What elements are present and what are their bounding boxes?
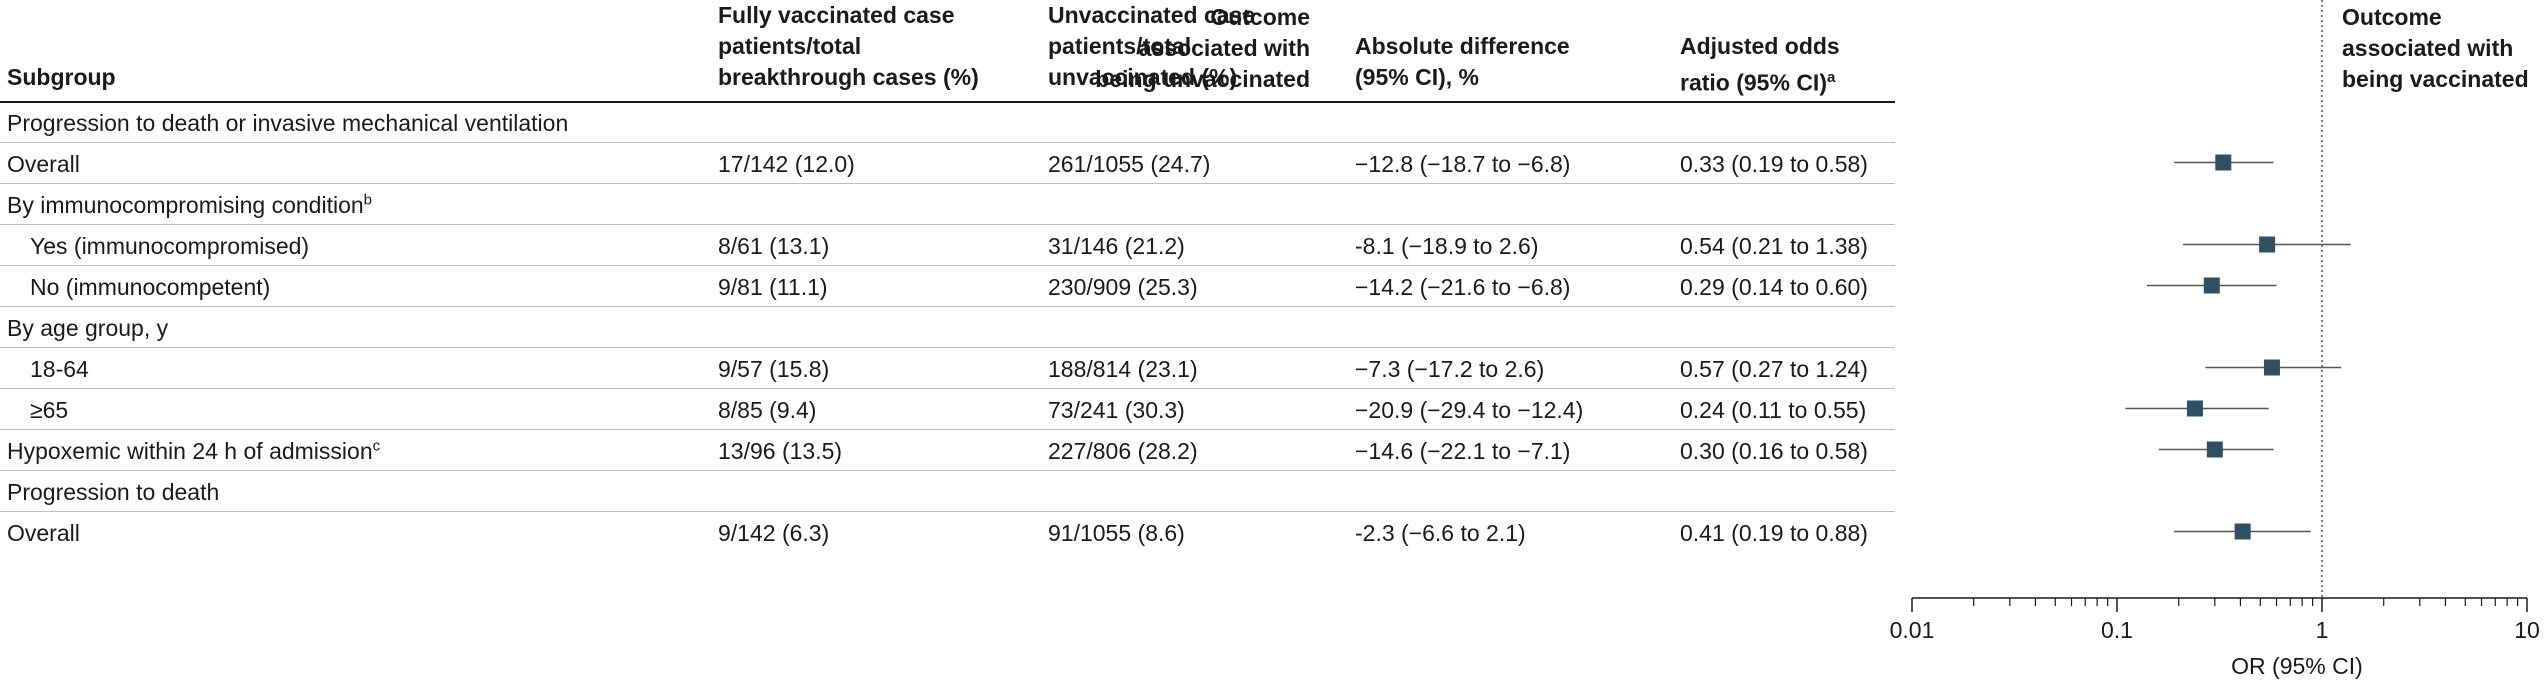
cell-unvaccinated: 31/146 (21.2) xyxy=(1048,233,1185,259)
cell-unvaccinated: 188/814 (23.1) xyxy=(1048,356,1198,382)
cell-absolute-difference: −12.8 (−18.7 to −6.8) xyxy=(1355,151,1571,177)
table-row: Overall 9/142 (6.3) 91/1055 (8.6) -2.3 (−6.… xyxy=(0,512,1895,553)
cell-odds-ratio: 0.33 (0.19 to 0.58) xyxy=(1680,151,1868,177)
row-divider xyxy=(0,347,1895,348)
x-tick-label: 1 xyxy=(2316,617,2329,643)
table-row: ≥65 8/85 (9.4) 73/241 (30.3) −20.9 (−29.4 t… xyxy=(0,389,1895,430)
row-label-text: ≥65 xyxy=(30,397,69,423)
row-divider xyxy=(0,429,1895,430)
favor-unvaccinated-label: Outcome associated with being unvaccinat… xyxy=(1095,4,1310,92)
or-marker xyxy=(2186,400,2203,417)
row-label-text: By age group, y xyxy=(7,315,169,341)
header-vaccinated: Fully vaccinated case patients/total bre… xyxy=(718,2,979,90)
row-divider xyxy=(0,224,1895,225)
row-label-text: Progression to death xyxy=(7,479,220,505)
table-row: Progression to death xyxy=(0,471,1895,512)
header-odds-ratio-text: Adjusted odds ratio (95% CI) xyxy=(1680,33,1840,96)
cell-vaccinated: 17/142 (12.0) xyxy=(718,151,855,177)
row-label-footnote: b xyxy=(363,191,372,209)
cell-unvaccinated: 230/909 (25.3) xyxy=(1048,274,1198,300)
row-label: Progression to death xyxy=(7,478,219,506)
row-label: By immunocompromising conditionb xyxy=(7,191,372,219)
cell-odds-ratio: 0.24 (0.11 to 0.55) xyxy=(1680,397,1867,423)
row-label: 18-64 xyxy=(30,355,89,383)
row-label-text: No (immunocompetent) xyxy=(30,274,271,300)
favor-vaccinated-label: Outcome associated with being vaccinated xyxy=(2342,4,2529,92)
header-unvaccinated: Unvaccinated case patients/total unvacci… xyxy=(1048,2,1256,90)
or-marker xyxy=(2234,523,2251,540)
cell-unvaccinated: 227/806 (28.2) xyxy=(1048,438,1198,464)
row-divider xyxy=(0,511,1895,512)
cell-vaccinated: 9/81 (11.1) xyxy=(718,274,828,300)
or-marker xyxy=(2206,441,2223,458)
row-label-text: 18-64 xyxy=(30,356,89,382)
table-row: No (immunocompetent) 9/81 (11.1) 230/909 (… xyxy=(0,266,1895,307)
header-odds-ratio-footnote: a xyxy=(1826,69,1836,86)
row-label: Overall xyxy=(7,519,80,547)
cell-absolute-difference: -8.1 (−18.9 to 2.6) xyxy=(1355,233,1539,259)
row-label: Hypoxemic within 24 h of admissionc xyxy=(7,437,380,465)
cell-unvaccinated: 73/241 (30.3) xyxy=(1048,397,1185,423)
row-label: Progression to death or invasive mechani… xyxy=(7,109,568,137)
cell-vaccinated: 8/61 (13.1) xyxy=(718,233,830,259)
cell-absolute-difference: −14.2 (−21.6 to −6.8) xyxy=(1355,274,1571,300)
row-divider xyxy=(0,265,1895,266)
row-label: By age group, y xyxy=(7,314,168,342)
row-label: ≥65 xyxy=(30,396,68,424)
x-tick-label: 10 xyxy=(2514,617,2540,643)
row-label-text: By immunocompromising condition xyxy=(7,192,364,218)
or-marker xyxy=(2215,154,2232,171)
cell-vaccinated: 9/57 (15.8) xyxy=(718,356,830,382)
row-label-text: Hypoxemic within 24 h of admission xyxy=(7,438,373,464)
header-subgroup: Subgroup xyxy=(7,64,116,90)
cell-unvaccinated: 261/1055 (24.7) xyxy=(1048,151,1211,177)
row-label: No (immunocompetent) xyxy=(30,273,270,301)
header-absolute-difference: Absolute difference (95% CI), % xyxy=(1355,33,1570,90)
table-row: 18-64 9/57 (15.8) 188/814 (23.1) −7.3 (−17.… xyxy=(0,348,1895,389)
or-marker xyxy=(2263,359,2280,376)
cell-vaccinated: 13/96 (13.5) xyxy=(718,438,843,464)
table-row: Overall 17/142 (12.0) 261/1055 (24.7) −12.8… xyxy=(0,143,1895,184)
cell-odds-ratio: 0.54 (0.21 to 1.38) xyxy=(1680,233,1868,259)
table-row: Progression to death or invasive mechani… xyxy=(0,102,1895,143)
header-odds-ratio: Adjusted odds ratio (95% CI)a xyxy=(1680,31,1840,99)
cell-odds-ratio: 0.30 (0.16 to 0.58) xyxy=(1680,438,1868,464)
table-row: By age group, y xyxy=(0,307,1895,348)
row-label-text: Progression to death or invasive mechani… xyxy=(7,110,569,136)
header-rule xyxy=(0,101,1895,103)
or-marker xyxy=(2259,236,2276,253)
row-label-text: Yes (immunocompromised) xyxy=(30,233,310,259)
table-row: Hypoxemic within 24 h of admissionc 13/96… xyxy=(0,430,1895,471)
row-label-text: Overall xyxy=(7,520,80,546)
or-marker xyxy=(2203,277,2220,294)
table-row: Yes (immunocompromised) 8/61 (13.1) 31/146… xyxy=(0,225,1895,266)
x-axis-title: OR (95% CI) xyxy=(2231,653,2363,679)
row-divider xyxy=(0,183,1895,184)
row-label: Overall xyxy=(7,150,80,178)
row-label-footnote: c xyxy=(372,437,381,455)
table-row: By immunocompromising conditionb xyxy=(0,184,1895,225)
cell-odds-ratio: 0.57 (0.27 to 1.24) xyxy=(1680,356,1868,382)
row-divider xyxy=(0,388,1895,389)
cell-unvaccinated: 91/1055 (8.6) xyxy=(1048,520,1185,546)
cell-vaccinated: 9/142 (6.3) xyxy=(718,520,830,546)
row-label-text: Overall xyxy=(7,151,80,177)
cell-absolute-difference: -2.3 (−6.6 to 2.1) xyxy=(1355,520,1526,546)
cell-vaccinated: 8/85 (9.4) xyxy=(718,397,817,423)
x-tick-label: 0.1 xyxy=(2101,617,2133,643)
cell-absolute-difference: −7.3 (−17.2 to 2.6) xyxy=(1355,356,1545,382)
cell-absolute-difference: −14.6 (−22.1 to −7.1) xyxy=(1355,438,1571,464)
x-tick-label: 0.01 xyxy=(1890,617,1935,643)
row-divider xyxy=(0,470,1895,471)
row-label: Yes (immunocompromised) xyxy=(30,232,309,260)
cell-odds-ratio: 0.29 (0.14 to 0.60) xyxy=(1680,274,1868,300)
row-divider xyxy=(0,306,1895,307)
cell-odds-ratio: 0.41 (0.19 to 0.88) xyxy=(1680,520,1868,546)
cell-absolute-difference: −20.9 (−29.4 to −12.4) xyxy=(1355,397,1584,423)
row-divider xyxy=(0,142,1895,143)
